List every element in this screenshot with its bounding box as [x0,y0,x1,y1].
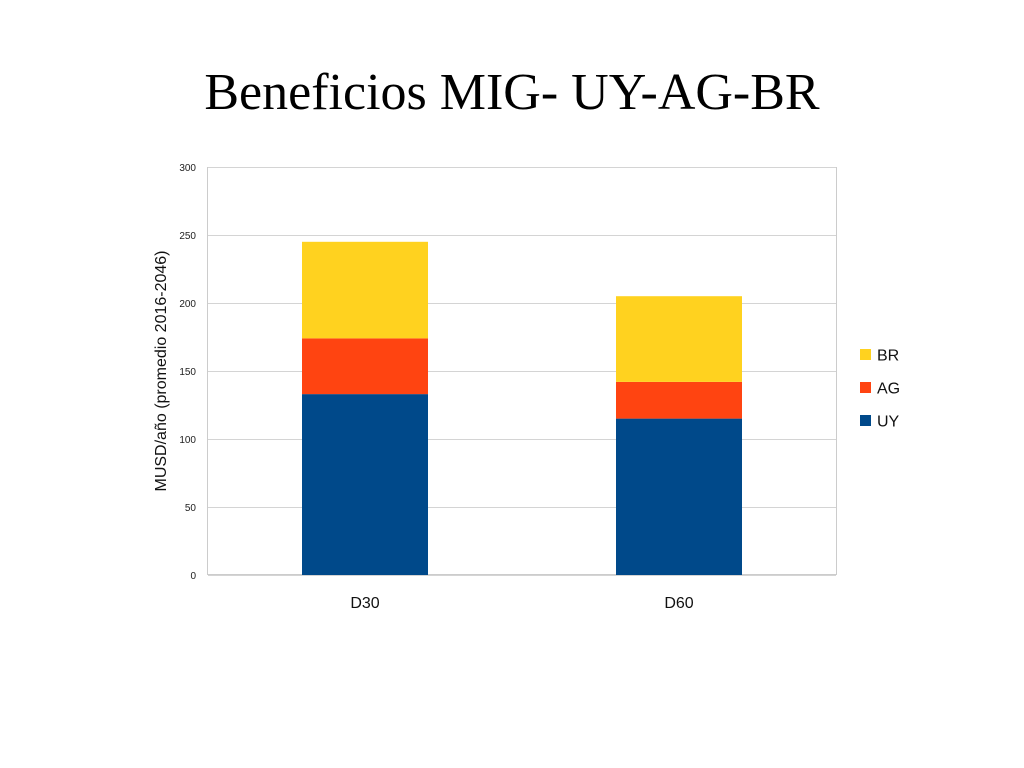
bar-br-d60 [616,296,742,382]
y-tick-label: 100 [179,435,196,446]
bar-ag-d60 [616,381,742,419]
bar-br-d30 [302,241,428,339]
x-category-labels: D30 D60 [350,595,693,612]
y-tick-label: 200 [179,299,196,310]
y-tick-label: 0 [190,571,196,582]
legend-swatch-ag [860,382,871,393]
y-tick-label: 250 [179,231,196,242]
bar-uy-d60 [616,418,742,575]
y-tick-label: 150 [179,367,196,378]
y-tick-label: 50 [185,503,197,514]
legend-label-uy: UY [877,414,900,431]
bars [302,241,742,575]
legend-swatch-br [860,349,871,360]
bar-uy-d30 [302,394,428,575]
x-category-label: D30 [350,595,379,612]
bar-ag-d30 [302,338,428,395]
legend-label-br: BR [877,348,899,365]
y-tick-label: 300 [179,163,196,174]
legend-label-ag: AG [877,381,900,398]
y-axis-label: MUSD/año (promedio 2016-2046) [153,250,170,491]
legend: BR AG UY [860,348,900,431]
slide-title: Beneficios MIG- UY-AG-BR [204,64,820,121]
y-tick-labels: 0 50 100 150 200 250 300 [179,163,196,582]
x-category-label: D60 [664,595,693,612]
legend-swatch-uy [860,415,871,426]
